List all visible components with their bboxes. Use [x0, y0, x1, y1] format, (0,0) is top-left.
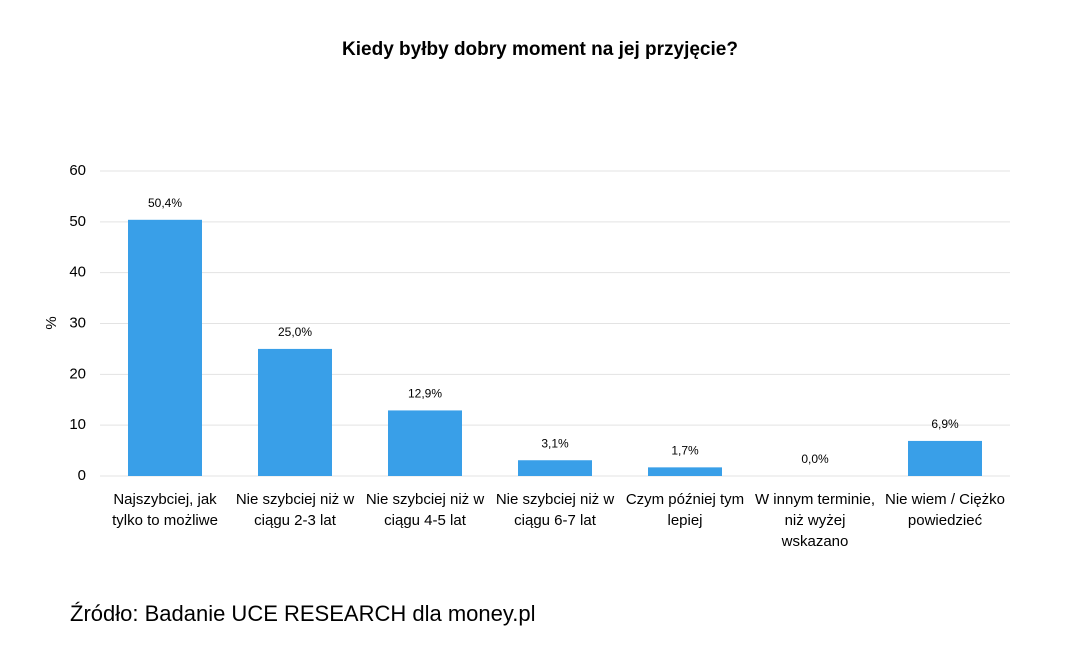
y-tick-label: 60: [69, 162, 86, 179]
value-label: 0,0%: [801, 452, 829, 466]
value-label: 12,9%: [408, 387, 442, 401]
y-tick-label: 10: [69, 416, 86, 433]
x-tick-label: Najszybciej, jak tylko to możliwe: [112, 491, 218, 529]
x-tick-label: W innym terminie, niż wyżej wskazano: [754, 491, 876, 550]
x-tick-label: Nie szybciej niż w ciągu 4-5 lat: [365, 491, 485, 529]
value-label: 3,1%: [541, 436, 569, 450]
y-tick-label: 30: [69, 314, 86, 331]
source-note: Źródło: Badanie UCE RESEARCH dla money.p…: [70, 601, 535, 626]
value-label: 50,4%: [148, 196, 182, 210]
bar: [128, 219, 202, 477]
x-tick-label: Nie szybciej niż w ciągu 6-7 lat: [495, 491, 615, 529]
y-tick-label: 50: [69, 213, 86, 230]
y-tick-label: 40: [69, 264, 86, 281]
value-label: 25,0%: [278, 325, 312, 339]
x-tick-label: Nie szybciej niż w ciągu 2-3 lat: [235, 491, 355, 529]
x-tick-label: Czym później tym lepiej: [625, 491, 745, 529]
value-label: 1,7%: [671, 444, 699, 458]
bar: [518, 460, 592, 476]
chart-title: Kiedy byłby dobry moment na jej przyjęci…: [342, 39, 738, 60]
bar: [388, 410, 462, 476]
value-label: 6,9%: [931, 417, 959, 431]
bar: [258, 348, 332, 476]
y-axis-label: %: [43, 316, 60, 329]
y-tick-label: 20: [69, 365, 86, 382]
bar: [648, 467, 722, 476]
bar: [908, 440, 982, 476]
y-tick-label: 0: [78, 467, 86, 484]
x-tick-label: Nie wiem / Ciężko powiedzieć: [884, 491, 1006, 529]
